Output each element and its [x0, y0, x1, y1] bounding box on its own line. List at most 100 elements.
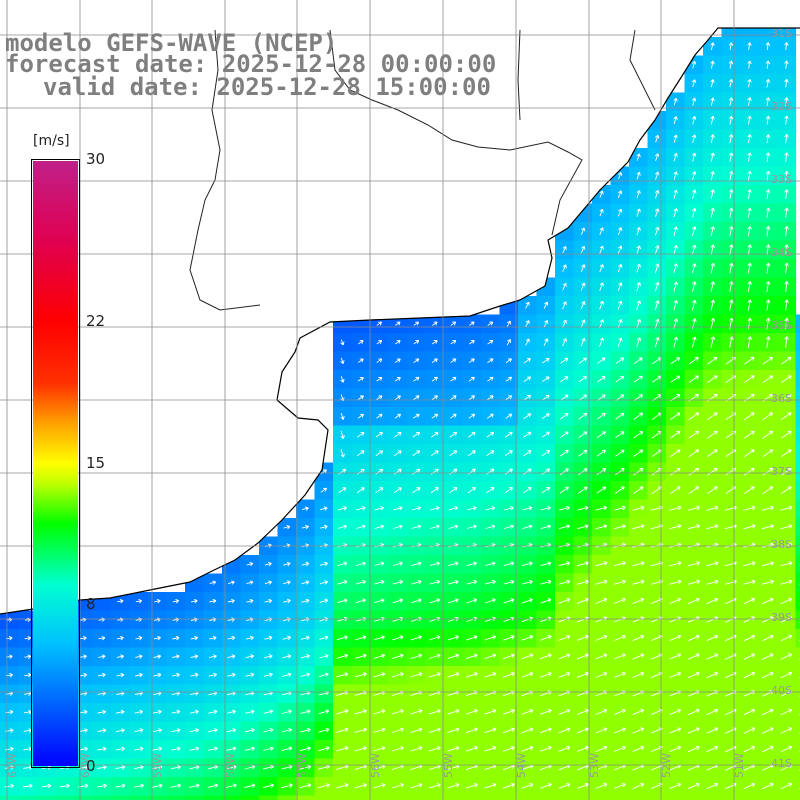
wind-arrow [655, 189, 660, 199]
wind-arrow [502, 672, 515, 678]
wind-arrow [688, 467, 700, 476]
wind-arrow [729, 317, 734, 330]
wind-arrow [632, 597, 645, 605]
wind-arrow [429, 598, 441, 604]
wind-arrow [521, 635, 534, 641]
wind-cell [74, 795, 94, 800]
wind-arrow [116, 709, 125, 715]
wind-arrow [560, 394, 569, 401]
wind-arrow [765, 244, 771, 255]
wind-cell [18, 795, 38, 800]
wind-arrow [521, 745, 534, 752]
wind-arrow [246, 561, 254, 567]
wind-cell [555, 795, 575, 800]
wind-arrow [376, 376, 383, 382]
wind-arrow [599, 300, 604, 310]
wind-arrow [432, 321, 438, 326]
wind-arrow [707, 375, 718, 384]
wind-arrow [115, 728, 125, 733]
wind-arrow [743, 671, 756, 679]
wind-arrow [599, 208, 604, 217]
wind-arrow [558, 671, 571, 678]
wind-arrow [559, 468, 569, 476]
wind-arrow [336, 709, 349, 715]
wind-arrow [729, 336, 734, 348]
wind-arrow [465, 709, 478, 715]
wind-arrow [578, 357, 587, 364]
wind-arrow [392, 635, 404, 641]
wind-arrow [319, 561, 328, 567]
wind-arrow [669, 561, 682, 567]
wind-arrow [691, 60, 697, 69]
wind-arrow [484, 672, 497, 678]
wind-arrow [632, 561, 645, 567]
wind-arrow [484, 746, 497, 752]
wind-cell [703, 795, 723, 800]
wind-cell [795, 647, 800, 667]
colorbar-tick-label: 15 [86, 453, 106, 472]
wind-arrow [355, 579, 366, 585]
wind-arrow [375, 487, 384, 494]
wind-arrow [706, 782, 719, 790]
wind-arrow [633, 486, 644, 494]
political-border [329, 29, 583, 236]
wind-arrow [468, 431, 476, 438]
wind-arrow [97, 765, 107, 770]
wind-cell [795, 481, 800, 501]
wind-arrow [505, 358, 512, 364]
wind-arrow [725, 708, 737, 716]
wind-arrow [596, 431, 606, 439]
wind-arrow [747, 97, 752, 106]
wind-arrow [747, 134, 752, 144]
wind-arrow [692, 171, 697, 181]
wind-arrow [725, 634, 737, 642]
wind-arrow [23, 783, 33, 789]
wind-arrow [413, 395, 420, 401]
wind-arrow [466, 598, 478, 604]
wind-arrow [596, 486, 607, 494]
wind-arrow [747, 244, 752, 255]
wind-arrow [780, 561, 793, 567]
wind-arrow [207, 765, 219, 770]
wind-arrow [523, 487, 532, 494]
wind-arrow [613, 671, 626, 678]
wind-cell [795, 555, 800, 575]
wind-arrow [356, 487, 365, 494]
wind-arrow [560, 376, 569, 383]
wind-cell [222, 795, 242, 800]
wind-arrow [765, 262, 771, 274]
wind-arrow [765, 207, 771, 218]
wind-arrow [636, 263, 641, 273]
wind-arrow [692, 207, 697, 218]
wind-arrow [245, 635, 254, 641]
wind-arrow [576, 634, 589, 641]
political-border [189, 29, 261, 311]
wind-arrow [171, 709, 181, 715]
wind-cell [388, 795, 408, 800]
wind-cell [425, 795, 445, 800]
wind-arrow [765, 225, 771, 237]
wind-arrow [152, 765, 163, 770]
wind-arrow [338, 487, 347, 494]
wind-arrow [282, 598, 291, 604]
wind-arrow [562, 264, 567, 272]
wind-arrow [595, 782, 608, 789]
wind-arrow [523, 376, 532, 382]
wind-arrow [784, 78, 789, 88]
wind-arrow [578, 412, 588, 420]
wind-arrows [4, 42, 800, 790]
wind-arrow [79, 672, 88, 678]
wind-arrow [599, 319, 605, 329]
wind-arrow [784, 244, 789, 255]
wind-arrow [97, 709, 107, 715]
wind-arrow [706, 561, 719, 567]
wind-arrow [299, 783, 312, 789]
wind-arrow [613, 745, 626, 752]
wind-arrow [617, 172, 623, 180]
latitude-label: 41S [771, 757, 792, 770]
wind-arrow [245, 709, 255, 715]
wind-arrow [80, 635, 87, 641]
wind-arrow [669, 505, 682, 511]
wind-arrow [340, 357, 345, 365]
wind-arrow [466, 635, 478, 641]
